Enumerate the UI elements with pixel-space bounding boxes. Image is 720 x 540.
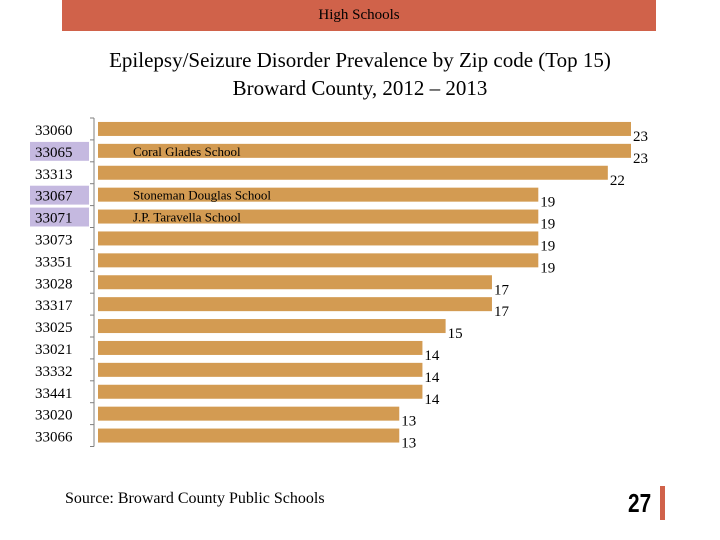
value-label: 22 — [610, 173, 625, 189]
chart-title-line-2: Broward County, 2012 – 2013 — [232, 76, 488, 100]
page-accent-bar — [660, 486, 665, 520]
school-annotation: Coral Glades School — [133, 144, 241, 159]
value-label: 23 — [633, 129, 648, 145]
bar — [98, 297, 492, 312]
value-label: 14 — [424, 348, 440, 364]
value-label: 13 — [401, 436, 416, 452]
category-label: 33025 — [35, 320, 73, 336]
category-label: 33071 — [35, 211, 73, 227]
value-label: 19 — [540, 217, 555, 233]
category-label: 33060 — [35, 123, 73, 139]
category-label: 33020 — [35, 408, 73, 424]
category-label: 33351 — [35, 254, 73, 270]
bar — [98, 362, 423, 377]
category-label: 33332 — [35, 364, 73, 380]
category-label: 33073 — [35, 232, 73, 248]
category-label: 33065 — [35, 145, 73, 161]
banner-label: High Schools — [318, 7, 400, 23]
bar — [98, 384, 423, 399]
value-label: 17 — [494, 304, 510, 320]
bar — [98, 253, 539, 268]
category-label: 33313 — [35, 167, 73, 183]
chart-title: Epilepsy/Seizure Disorder Prevalence by … — [40, 46, 680, 102]
value-label: 19 — [540, 195, 555, 211]
school-annotation: J.P. Taravella School — [133, 210, 241, 225]
bar — [98, 428, 400, 443]
school-annotation: Stoneman Douglas School — [133, 188, 271, 203]
value-label: 14 — [424, 370, 440, 386]
highlight-box — [30, 185, 89, 205]
bar — [98, 121, 631, 136]
category-label: 33028 — [35, 276, 73, 292]
category-label: 33317 — [35, 298, 73, 314]
value-label: 17 — [494, 282, 510, 298]
highlight-box — [30, 141, 89, 161]
bar — [98, 209, 539, 224]
chart-title-line-1: Epilepsy/Seizure Disorder Prevalence by … — [109, 48, 611, 72]
value-label: 19 — [540, 238, 555, 254]
value-label: 19 — [540, 260, 555, 276]
page-number: 27 — [628, 488, 652, 518]
bar — [98, 319, 446, 334]
category-label: 33021 — [35, 342, 73, 358]
bar — [98, 275, 492, 290]
category-label: 33067 — [35, 189, 73, 205]
value-label: 15 — [448, 326, 463, 342]
header-banner: High Schools — [62, 0, 656, 31]
bar — [98, 165, 608, 180]
bar — [98, 143, 631, 158]
bar — [98, 340, 423, 355]
bar — [98, 187, 539, 202]
source-note: Source: Broward County Public Schools — [65, 490, 325, 507]
highlight-box — [30, 207, 89, 227]
value-label: 14 — [424, 392, 440, 408]
value-label: 13 — [401, 414, 416, 430]
category-label: 33441 — [35, 386, 73, 402]
category-label: 33066 — [35, 430, 73, 446]
bar — [98, 231, 539, 246]
bar — [98, 406, 400, 421]
value-label: 23 — [633, 151, 648, 167]
